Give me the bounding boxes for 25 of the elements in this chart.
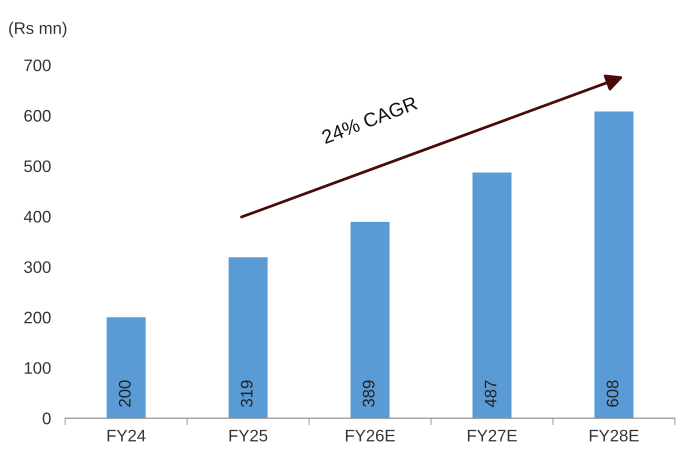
y-tick-label: 400 (24, 210, 51, 223)
bar (228, 257, 268, 418)
x-tick-label: FY26E (346, 430, 395, 442)
y-tick-label: 100 (24, 362, 51, 374)
data-label: 200 (118, 380, 131, 407)
data-label: 608 (606, 380, 618, 407)
y-axis-title: (Rs mn) (9, 22, 66, 38)
y-tick-label: 700 (24, 59, 51, 72)
y-tick-label: 500 (24, 160, 51, 172)
y-tick-label: 600 (24, 110, 51, 122)
bar (472, 172, 512, 418)
bar (106, 317, 146, 418)
data-label: 389 (362, 380, 375, 407)
x-tick-label: FY28E (590, 430, 639, 442)
bar (350, 222, 390, 418)
bar (594, 111, 634, 418)
x-tick-label: FY25 (230, 430, 268, 442)
x-tick-label: FY27E (468, 430, 517, 442)
y-tick-label: 0 (42, 412, 51, 424)
data-label: 319 (240, 380, 253, 407)
annotation: 24% CAGR (320, 96, 418, 144)
y-tick-label: 300 (24, 261, 51, 274)
x-tick-label: FY24 (108, 430, 146, 442)
data-label: 487 (484, 380, 496, 408)
y-tick-label: 200 (24, 312, 51, 324)
